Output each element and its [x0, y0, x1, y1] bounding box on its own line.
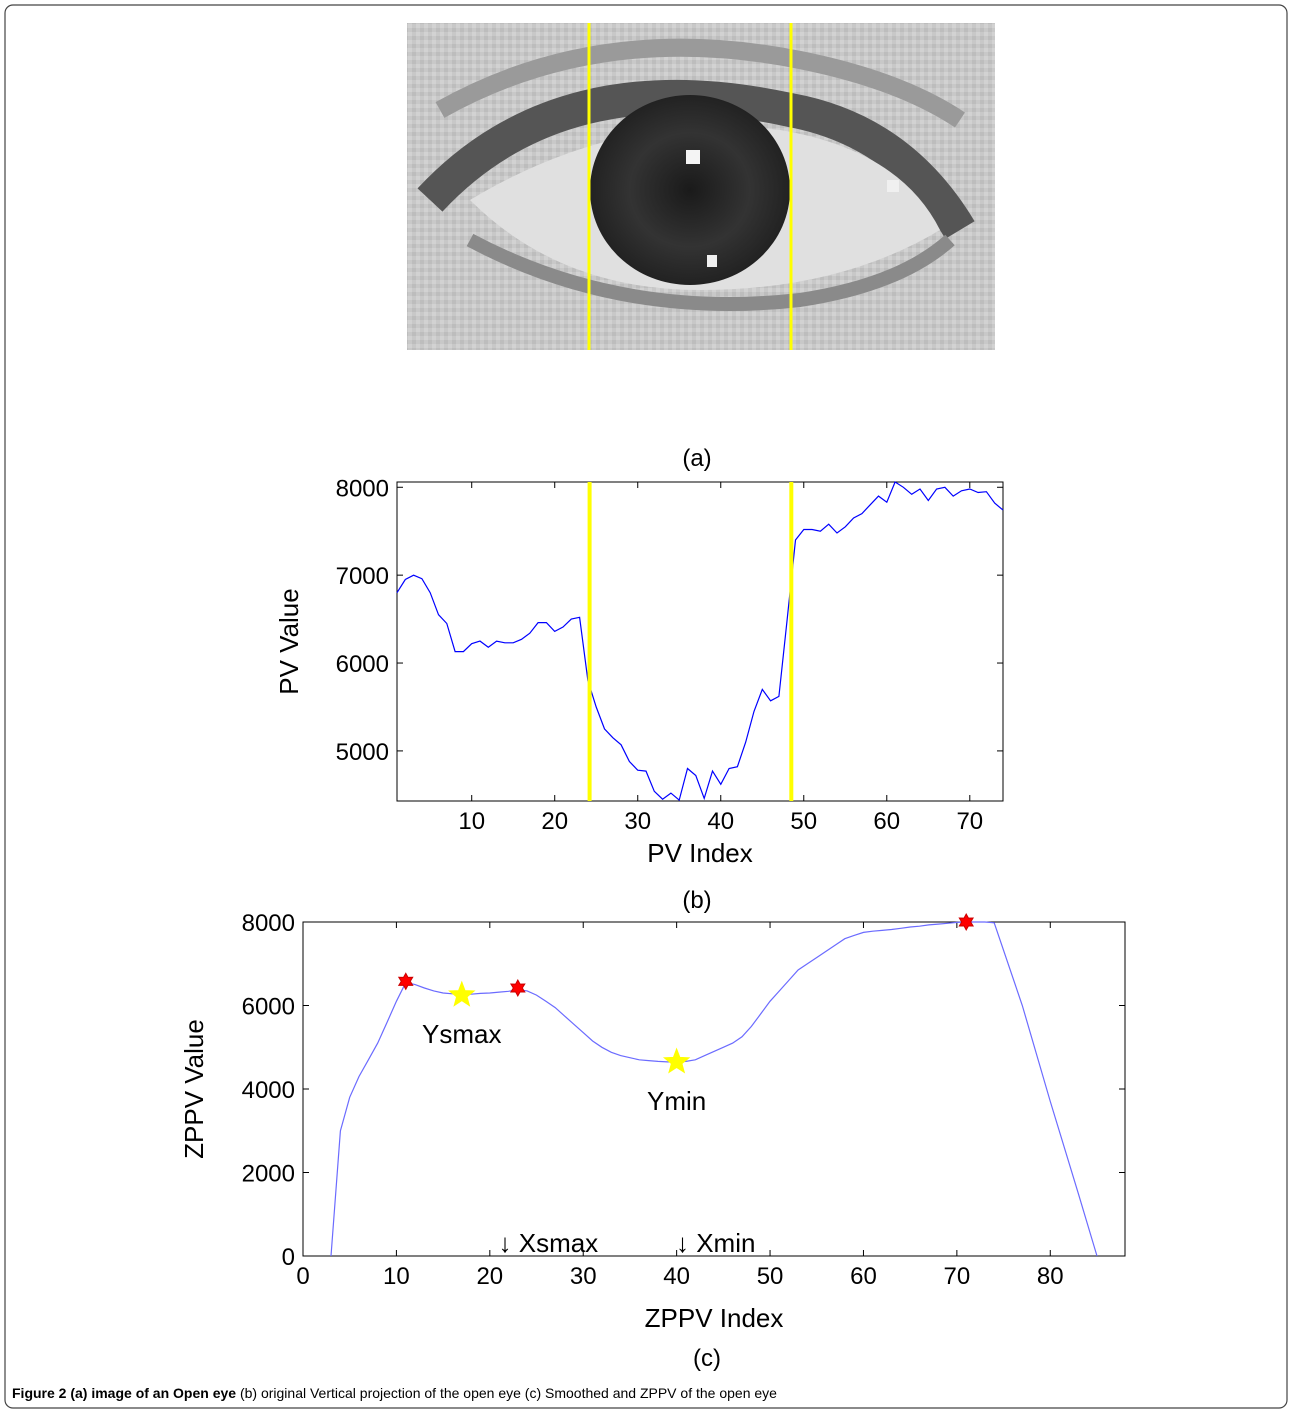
plot-area [302, 921, 1126, 1257]
marker [662, 1047, 691, 1074]
caption-text: (b) original Vertical projection of the … [236, 1385, 777, 1401]
marker [448, 980, 476, 1007]
data-line [396, 481, 1004, 802]
x-annotation: ↓ Xmin [676, 1228, 755, 1258]
y-tick-label: 5000 [336, 739, 389, 766]
x-tick-label: 70 [956, 808, 983, 835]
x-tick-label: 0 [296, 1263, 309, 1290]
x-tick-label: 30 [570, 1263, 597, 1290]
x-tick-label: 10 [458, 808, 485, 835]
marker [510, 978, 526, 998]
y-axis-label: ZPPV Value [179, 1019, 209, 1159]
x-tick-label: 60 [873, 808, 900, 835]
x-tick-label: 40 [663, 1263, 690, 1290]
x-annotation: ↓ Xsmax [499, 1228, 599, 1258]
x-tick-label: 70 [944, 1263, 971, 1290]
x-tick-label: 50 [757, 1263, 784, 1290]
panel-label: (b) [682, 887, 711, 914]
plot-area [396, 481, 1004, 802]
marker [397, 972, 414, 991]
annotation: Ymin [647, 1086, 706, 1116]
x-tick-label: 80 [1037, 1263, 1064, 1290]
y-tick-label: 7000 [336, 563, 389, 590]
y-tick-label: 2000 [242, 1161, 295, 1188]
x-tick-label: 10 [383, 1263, 410, 1290]
figure-border [4, 4, 1288, 1409]
y-tick-label: 6000 [336, 651, 389, 678]
y-tick-label: 6000 [242, 994, 295, 1021]
x-tick-label: 50 [790, 808, 817, 835]
x-tick-label: 20 [476, 1263, 503, 1290]
eye-image [407, 23, 995, 350]
y-axis-label: PV Value [274, 588, 304, 694]
y-tick-label: 4000 [242, 1077, 295, 1104]
x-axis-label: PV Index [647, 838, 753, 868]
panel-label: (a) [682, 445, 711, 472]
caption: Figure 2 (a) image of an Open eye (b) or… [12, 1385, 777, 1401]
x-axis-label: ZPPV Index [645, 1303, 784, 1333]
y-tick-label: 8000 [242, 910, 295, 937]
caption-bold: Figure 2 (a) image of an Open eye [12, 1385, 236, 1401]
x-tick-label: 40 [707, 808, 734, 835]
panel-label: (c) [693, 1345, 721, 1372]
annotation: Ysmax [422, 1019, 501, 1049]
x-tick-label: 60 [850, 1263, 877, 1290]
marker [958, 912, 974, 932]
x-tick-label: 20 [541, 808, 568, 835]
y-tick-label: 8000 [336, 475, 389, 502]
y-tick-label: 0 [282, 1244, 295, 1271]
x-tick-label: 30 [624, 808, 651, 835]
